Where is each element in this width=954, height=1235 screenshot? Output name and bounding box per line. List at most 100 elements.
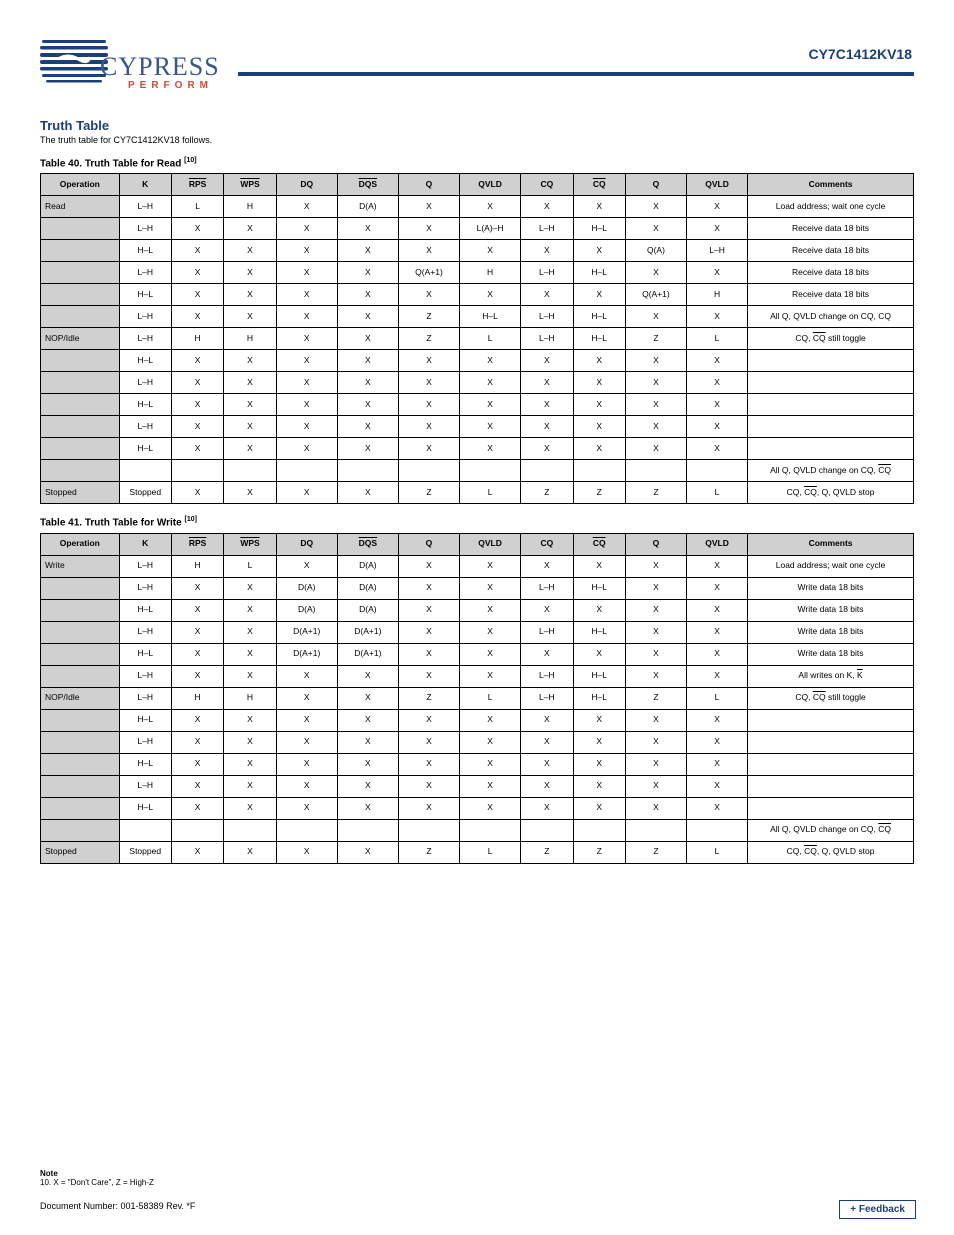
table-cell: X [171,709,223,731]
table-cell: X [686,416,747,438]
table-cell: X [276,262,337,284]
table-cell: X [686,775,747,797]
col-header: RPS [171,174,223,196]
table-cell: X [521,240,573,262]
table-cell: X [398,599,459,621]
table-cell: X [460,196,521,218]
table-cell: X [686,555,747,577]
table-cell: X [224,350,276,372]
table-cell: X [224,753,276,775]
table-cell: X [171,394,223,416]
table-cell: X [521,438,573,460]
table-cell: H–L [119,709,171,731]
table-cell [119,460,171,482]
table-cell: H–L [573,665,625,687]
row-label [41,753,120,775]
table-cell: H [686,284,747,306]
table-cell: H–L [573,328,625,350]
table-cell: X [573,555,625,577]
table-cell: X [224,284,276,306]
table-cell: X [171,438,223,460]
table-cell: X [171,284,223,306]
table-cell: X [625,218,686,240]
table-cell: X [276,284,337,306]
table-cell: X [276,328,337,350]
table-cell: H–L [573,621,625,643]
table41-footnote-ref: [10] [184,516,196,523]
table-cell: L–H [119,775,171,797]
table-cell: X [460,394,521,416]
col-header: DQS [337,533,398,555]
row-label [41,819,120,841]
table-cell: L–H [119,306,171,328]
table-cell: X [171,306,223,328]
table-cell: X [521,372,573,394]
table-cell: X [171,841,223,863]
table-cell: X [398,372,459,394]
table-cell: L–H [119,328,171,350]
table-cell: X [625,775,686,797]
col-header: QVLD [686,174,747,196]
table-cell: X [276,394,337,416]
table-cell: X [276,841,337,863]
table-cell: L–H [521,328,573,350]
table-cell: X [171,240,223,262]
row-label [41,599,120,621]
col-header: Q [625,533,686,555]
col-header: Q [625,174,686,196]
col-header: CQ [573,174,625,196]
table-cell: H [224,196,276,218]
table-cell: Q(A+1) [625,284,686,306]
table-cell: X [573,416,625,438]
table-cell: X [276,416,337,438]
table-cell: X [521,350,573,372]
table-cell: X [398,643,459,665]
table-cell: X [521,555,573,577]
table-cell: X [337,306,398,328]
table-cell: X [224,577,276,599]
col-header: QVLD [460,174,521,196]
table-cell [171,819,223,841]
footer-doc: Document Number: 001-58389 Rev. *F [40,1201,195,1211]
table-cell: X [276,665,337,687]
col-header: K [119,174,171,196]
row-label [41,665,120,687]
table-cell: L–H [521,577,573,599]
table-cell: X [171,621,223,643]
table-cell: X [337,709,398,731]
table-cell: X [625,372,686,394]
table-cell: L [460,687,521,709]
table-cell: All Q, QVLD change on CQ, CQ [748,819,914,841]
table-cell: X [224,482,276,504]
table-cell: H [171,328,223,350]
table-cell: Z [625,687,686,709]
table-cell: L–H [119,416,171,438]
col-header: Comments [748,533,914,555]
table-cell: H–L [460,306,521,328]
feedback-button[interactable]: + Feedback [839,1200,916,1219]
table-cell: X [521,775,573,797]
table-cell: L–H [119,372,171,394]
table-cell: X [460,731,521,753]
note-text: 10. X = "Don't Care", Z = High-Z [40,1178,154,1187]
table-cell: X [686,753,747,775]
table-cell: L–H [521,665,573,687]
table-cell [337,819,398,841]
table-cell: X [224,240,276,262]
table-cell [460,460,521,482]
table-cell: D(A+1) [337,621,398,643]
table-cell: X [276,731,337,753]
table-cell: D(A+1) [276,621,337,643]
table-cell: X [460,350,521,372]
table-cell [748,350,914,372]
table-cell: H–L [119,797,171,819]
table-cell: X [460,621,521,643]
table-cell: X [625,555,686,577]
table-cell: X [573,709,625,731]
row-label [41,460,120,482]
table-cell: X [686,731,747,753]
table-cell: X [224,372,276,394]
table-cell [337,460,398,482]
row-label [41,350,120,372]
table-cell: X [573,797,625,819]
